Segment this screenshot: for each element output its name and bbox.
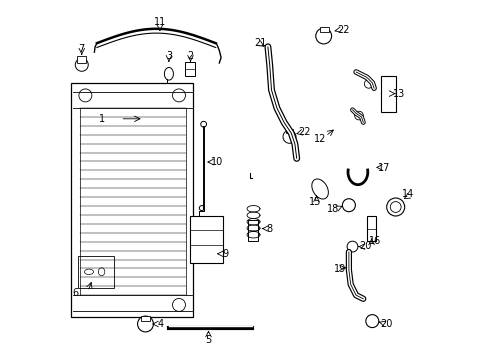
Ellipse shape [84, 269, 93, 275]
Circle shape [342, 199, 355, 212]
Bar [381, 76, 395, 112]
Circle shape [346, 241, 357, 252]
Circle shape [283, 130, 295, 143]
Text: 1: 1 [99, 114, 105, 124]
Circle shape [315, 28, 331, 44]
Text: 2: 2 [187, 51, 193, 61]
Text: 18: 18 [326, 204, 338, 214]
Text: 17: 17 [377, 163, 389, 173]
Text: 7: 7 [79, 44, 85, 54]
Text: 20: 20 [358, 241, 370, 251]
Text: 11: 11 [153, 17, 166, 27]
Text: 15: 15 [308, 197, 320, 207]
Circle shape [199, 206, 204, 211]
Circle shape [79, 89, 92, 102]
Bar [185, 62, 195, 76]
Bar [366, 216, 375, 241]
Circle shape [75, 58, 88, 71]
Text: 9: 9 [222, 249, 228, 259]
Circle shape [354, 111, 363, 120]
Bar [71, 83, 193, 317]
Text: 22: 22 [337, 24, 349, 35]
Bar [285, 129, 293, 133]
Text: 20: 20 [380, 319, 392, 329]
Text: 5: 5 [205, 335, 211, 345]
Text: 22: 22 [298, 127, 310, 138]
Bar [141, 316, 149, 321]
Text: 14: 14 [401, 189, 413, 199]
Text: 8: 8 [266, 224, 272, 234]
Bar [190, 216, 223, 263]
Text: 12: 12 [313, 134, 325, 144]
Text: 6: 6 [72, 288, 78, 298]
Circle shape [137, 316, 153, 332]
Text: 16: 16 [368, 236, 380, 246]
Bar [78, 256, 114, 288]
Text: 4: 4 [158, 319, 163, 329]
Text: 21: 21 [254, 38, 266, 48]
Circle shape [172, 89, 185, 102]
Bar [77, 56, 86, 63]
Ellipse shape [98, 268, 104, 276]
Circle shape [364, 80, 372, 88]
Text: 3: 3 [165, 51, 172, 61]
Circle shape [172, 298, 185, 311]
Circle shape [386, 198, 404, 216]
Text: 10: 10 [211, 157, 223, 167]
Circle shape [389, 202, 400, 212]
Bar [320, 27, 328, 32]
Circle shape [365, 315, 378, 328]
Bar [247, 220, 258, 241]
Text: 19: 19 [333, 264, 346, 274]
Text: 13: 13 [392, 89, 405, 99]
Circle shape [201, 121, 206, 127]
